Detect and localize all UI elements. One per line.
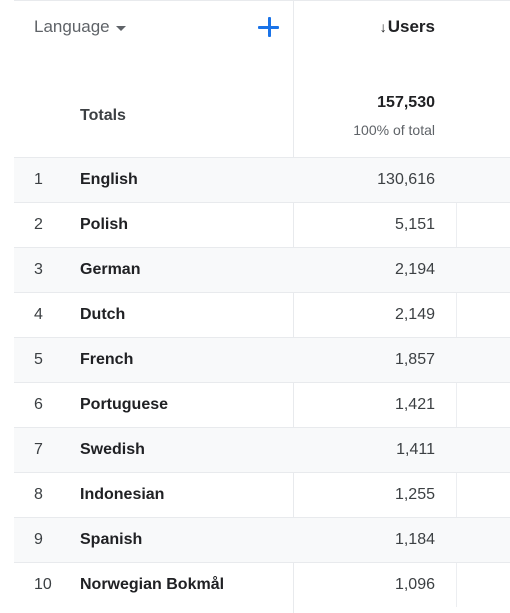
table-row[interactable]: 3 German 2,194: [14, 247, 510, 292]
users-value: 5,151: [394, 216, 435, 233]
users-value: 1,857: [394, 351, 435, 368]
totals-value: 157,530: [377, 94, 435, 111]
table-row[interactable]: 4 Dutch 2,149: [14, 292, 510, 337]
metric-label: Users: [387, 17, 435, 36]
language-name: Polish: [80, 216, 129, 233]
totals-percent: 100% of total: [353, 122, 435, 138]
row-index: 4: [34, 306, 43, 323]
users-value: 2,194: [394, 261, 435, 278]
totals-label: Totals: [80, 107, 126, 124]
table-row[interactable]: 5 French 1,857: [14, 337, 510, 382]
row-index: 3: [34, 261, 43, 278]
row-index: 10: [34, 576, 52, 593]
language-name: Indonesian: [80, 486, 165, 503]
language-name: Dutch: [80, 306, 126, 323]
column-divider: [293, 0, 294, 613]
language-name: Norwegian Bokmål: [80, 576, 225, 593]
users-value: 1,411: [396, 441, 435, 458]
table-body: 1 English 130,616 2 Polish 5,151 3 Germa…: [14, 157, 510, 607]
language-name: Swedish: [80, 441, 145, 458]
users-value: 1,421: [394, 396, 435, 413]
row-index: 9: [34, 531, 43, 548]
language-name: English: [80, 171, 138, 188]
table-row[interactable]: 7 Swedish 1,411: [14, 427, 510, 472]
users-column-header[interactable]: ↓ Users: [380, 17, 435, 37]
language-name: French: [80, 351, 134, 368]
table-row[interactable]: 9 Spanish 1,184: [14, 517, 510, 562]
users-value: 1,255: [394, 486, 435, 503]
table-row[interactable]: 8 Indonesian 1,255: [14, 472, 510, 517]
row-index: 8: [34, 486, 43, 503]
dimension-selector[interactable]: Language: [34, 17, 126, 37]
row-index: 6: [34, 396, 43, 413]
add-dimension-button[interactable]: [257, 15, 281, 39]
caret-down-icon: [115, 25, 126, 31]
language-name: Portuguese: [80, 396, 169, 413]
language-name: Spanish: [80, 531, 143, 548]
table-row[interactable]: 6 Portuguese 1,421: [14, 382, 510, 427]
row-index: 5: [34, 351, 43, 368]
row-index: 7: [34, 441, 43, 458]
row-index: 1: [34, 171, 43, 188]
table-row[interactable]: 2 Polish 5,151: [14, 202, 510, 247]
dimension-label: Language: [34, 17, 110, 36]
users-value: 1,096: [394, 576, 435, 593]
users-value: 1,184: [394, 531, 435, 548]
users-value: 130,616: [377, 171, 435, 188]
arrow-down-icon: ↓: [379, 19, 387, 35]
table-row[interactable]: 1 English 130,616: [14, 157, 510, 202]
users-value: 2,149: [394, 306, 435, 323]
table-row[interactable]: 10 Norwegian Bokmål 1,096: [14, 562, 510, 607]
language-name: German: [80, 261, 141, 278]
language-report-table: Language ↓ Users Totals 157,530 100% of …: [14, 0, 510, 613]
table-header: Language ↓ Users Totals 157,530 100% of …: [14, 0, 510, 158]
row-index: 2: [34, 216, 43, 233]
